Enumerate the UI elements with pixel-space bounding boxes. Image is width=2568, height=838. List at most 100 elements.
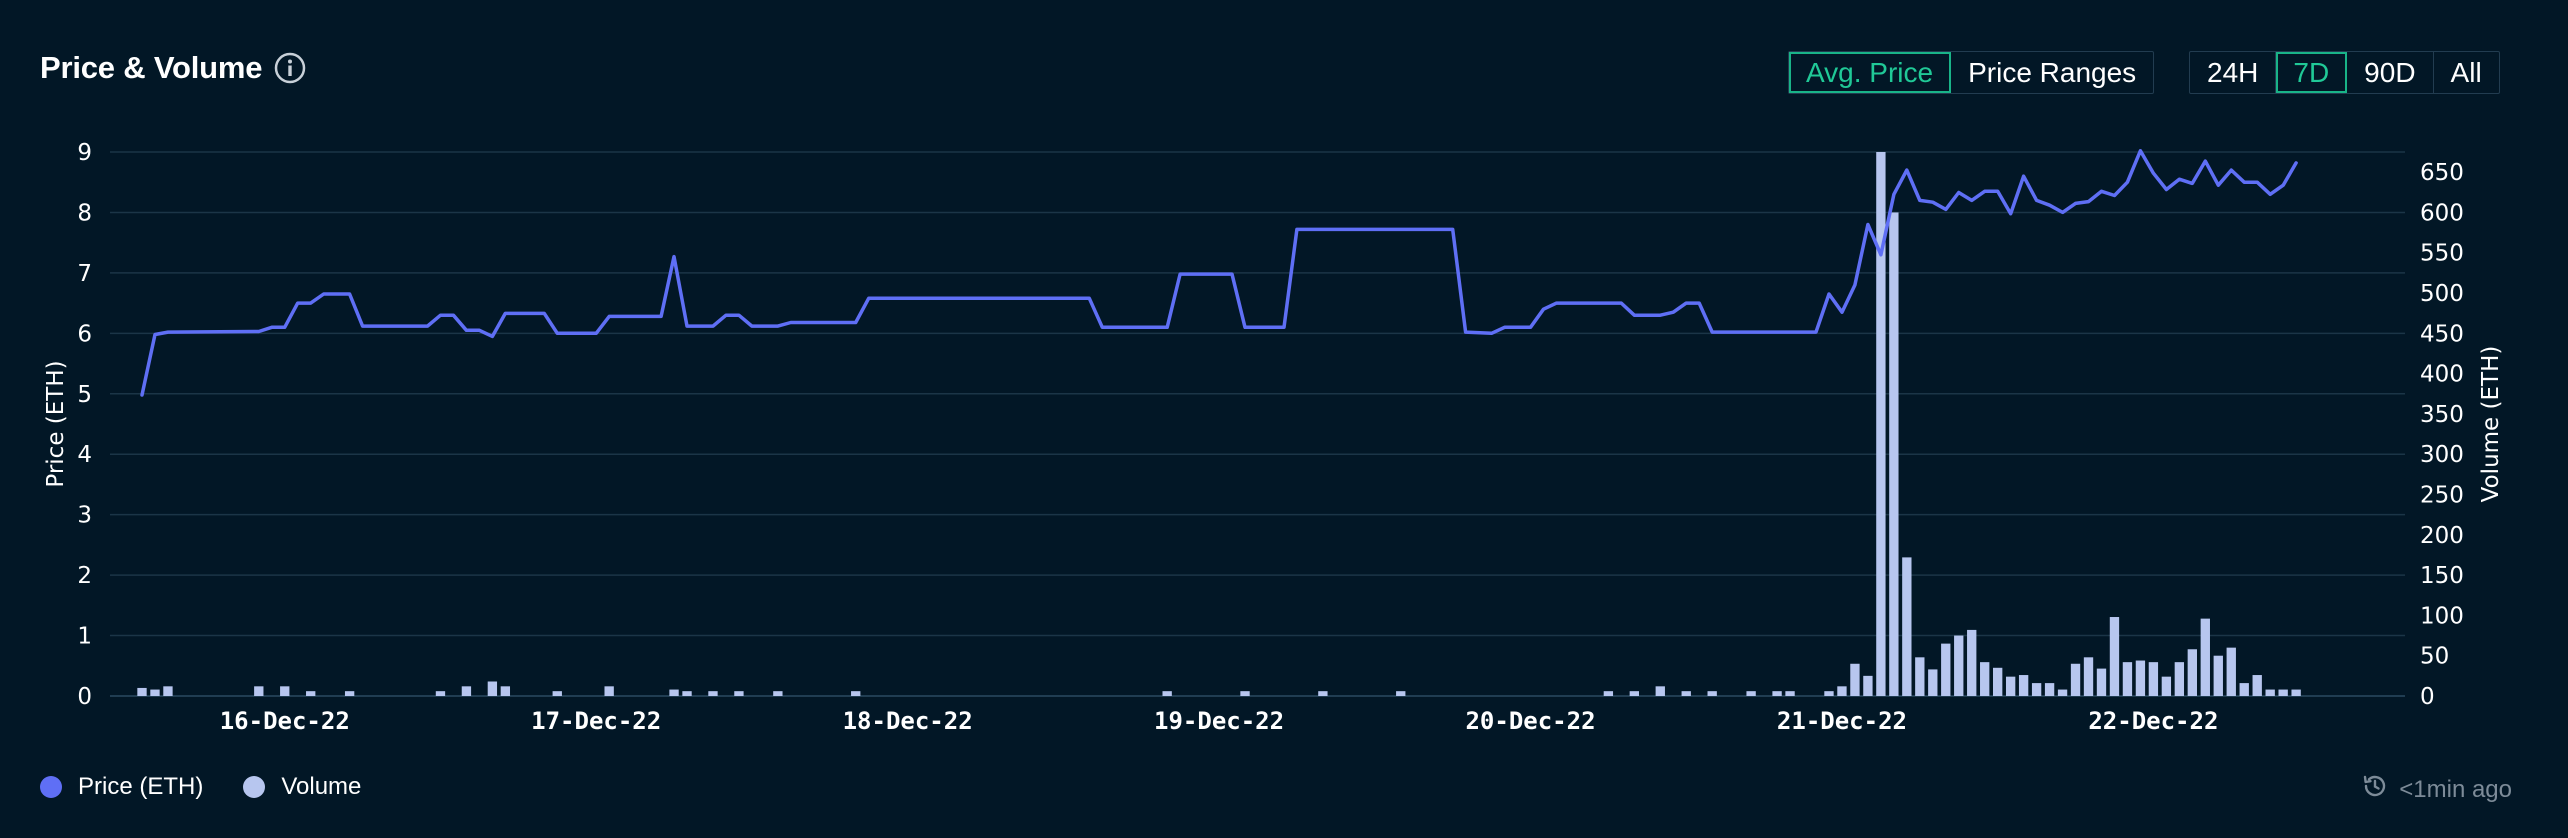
volume-bar[interactable] [461, 686, 472, 696]
price-tick-label: 9 [77, 140, 92, 166]
volume-bar[interactable] [1954, 635, 1964, 696]
tab-range-24h[interactable]: 24H [2190, 52, 2277, 93]
volume-bar[interactable] [682, 691, 692, 696]
volume-bar[interactable] [2291, 689, 2301, 696]
volume-bar[interactable] [1603, 691, 1614, 696]
volume-bar[interactable] [1655, 686, 1665, 696]
volume-tick-label: 150 [2420, 563, 2464, 589]
volume-bar[interactable] [669, 689, 679, 696]
volume-bar[interactable] [1707, 691, 1717, 696]
legend-item-volume[interactable]: Volume [243, 773, 361, 801]
volume-bar[interactable] [1980, 662, 1990, 696]
volume-bar[interactable] [1850, 663, 1860, 696]
volume-bar[interactable] [552, 691, 562, 696]
volume-tick-label: 500 [2420, 281, 2464, 307]
legend-volume-swatch [243, 776, 266, 798]
volume-bar[interactable] [1681, 691, 1691, 696]
price-tick-label: 5 [77, 382, 92, 408]
volume-bar[interactable] [1746, 691, 1756, 696]
volume-bar[interactable] [2213, 655, 2223, 696]
volume-bar[interactable] [2226, 647, 2236, 696]
volume-bar[interactable] [2031, 683, 2042, 696]
history-icon[interactable] [2361, 772, 2389, 807]
volume-bar[interactable] [2122, 662, 2133, 696]
volume-bar[interactable] [2083, 657, 2094, 696]
volume-bar[interactable] [163, 686, 173, 696]
volume-bar[interactable] [2096, 668, 2107, 696]
volume-bar[interactable] [254, 686, 264, 696]
volume-bar[interactable] [2109, 617, 2120, 696]
volume-bar[interactable] [2018, 675, 2029, 696]
volume-bar[interactable] [1876, 152, 1886, 696]
volume-bar[interactable] [1928, 669, 1938, 696]
volume-bar[interactable] [2174, 662, 2185, 696]
volume-bar[interactable] [1967, 629, 1977, 696]
volume-bar[interactable] [1240, 691, 1250, 696]
volume-bar[interactable] [435, 691, 446, 696]
volume-bar[interactable] [1889, 212, 1899, 696]
legend-volume-label: Volume [281, 773, 362, 800]
volume-bar[interactable] [2200, 618, 2210, 696]
volume-bar[interactable] [137, 687, 147, 696]
info-icon[interactable] [274, 52, 306, 84]
volume-bar[interactable] [604, 686, 614, 696]
volume-bar[interactable] [344, 691, 355, 696]
volume-bar[interactable] [2161, 676, 2172, 696]
volume-bar[interactable] [2252, 675, 2262, 696]
volume-bar[interactable] [1772, 691, 1782, 696]
volume-bar[interactable] [2135, 660, 2146, 696]
volume-bar[interactable] [2005, 676, 2016, 696]
legend-item-price[interactable]: Price (ETH) [40, 773, 203, 801]
volume-bar[interactable] [1824, 691, 1834, 696]
volume-bar[interactable] [708, 691, 718, 696]
price-tick-label: 6 [77, 321, 92, 347]
volume-bar[interactable] [1162, 691, 1172, 696]
volume-bar[interactable] [2278, 689, 2288, 696]
volume-bar[interactable] [1915, 657, 1925, 696]
price-volume-chart[interactable]: 0 1 2 3 4 5 6 7 8 9 0 50 100 150 200 250 300 350 400 450 500… [0, 0, 2568, 760]
price-tick-label: 0 [77, 684, 92, 710]
volume-bar[interactable] [2239, 683, 2249, 696]
tab-range-90d[interactable]: 90D [2347, 52, 2434, 93]
volume-bar[interactable] [1837, 686, 1847, 696]
volume-bar[interactable] [2070, 663, 2081, 696]
volume-bar[interactable] [150, 689, 160, 696]
volume-bar[interactable] [280, 686, 290, 696]
volume-bar[interactable] [773, 691, 783, 696]
volume-bar[interactable] [851, 691, 861, 696]
price-line[interactable] [140, 149, 2298, 397]
volume-bar[interactable] [2057, 689, 2068, 696]
volume-tick-label: 350 [2420, 402, 2464, 428]
volume-axis-title: Volume (ETH) [2478, 346, 2504, 503]
tab-range-7d[interactable]: 7D [2276, 52, 2348, 93]
volume-bar[interactable] [2148, 662, 2159, 696]
price-axis-title: Price (ETH) [43, 360, 69, 487]
volume-bar[interactable] [1396, 691, 1406, 696]
volume-bar[interactable] [1863, 675, 1873, 696]
tab-price-ranges[interactable]: Price Ranges [1968, 56, 2137, 88]
date-tick-label: 22-Dec-22 [2088, 707, 2218, 735]
volume-bar[interactable] [1318, 691, 1328, 696]
tab-range-all[interactable]: All [2450, 56, 2482, 88]
volume-tick-label: 300 [2420, 442, 2464, 468]
volume-bar[interactable] [2044, 683, 2055, 696]
volume-tick-label: 650 [2420, 160, 2464, 186]
price-mode-toggle: Avg. Price Price Ranges [1788, 51, 2155, 94]
price-tick-label: 3 [77, 503, 92, 529]
volume-tick-label: 550 [2420, 241, 2464, 267]
volume-bar[interactable] [1629, 691, 1639, 696]
volume-bar[interactable] [2265, 689, 2275, 696]
last-updated: <1min ago [2361, 772, 2512, 807]
volume-bar[interactable] [1993, 667, 2003, 696]
tab-avg-price[interactable]: Avg. Price [1789, 52, 1952, 93]
volume-bar[interactable] [1902, 557, 1912, 696]
volume-bar[interactable] [306, 691, 316, 696]
volume-bar[interactable] [1941, 643, 1951, 696]
volume-bar[interactable] [487, 681, 498, 696]
volume-bar[interactable] [1785, 691, 1795, 696]
volume-bar[interactable] [734, 691, 744, 696]
volume-bar[interactable] [2187, 649, 2197, 696]
volume-bar[interactable] [500, 686, 511, 696]
header: Price & Volume [40, 50, 306, 86]
